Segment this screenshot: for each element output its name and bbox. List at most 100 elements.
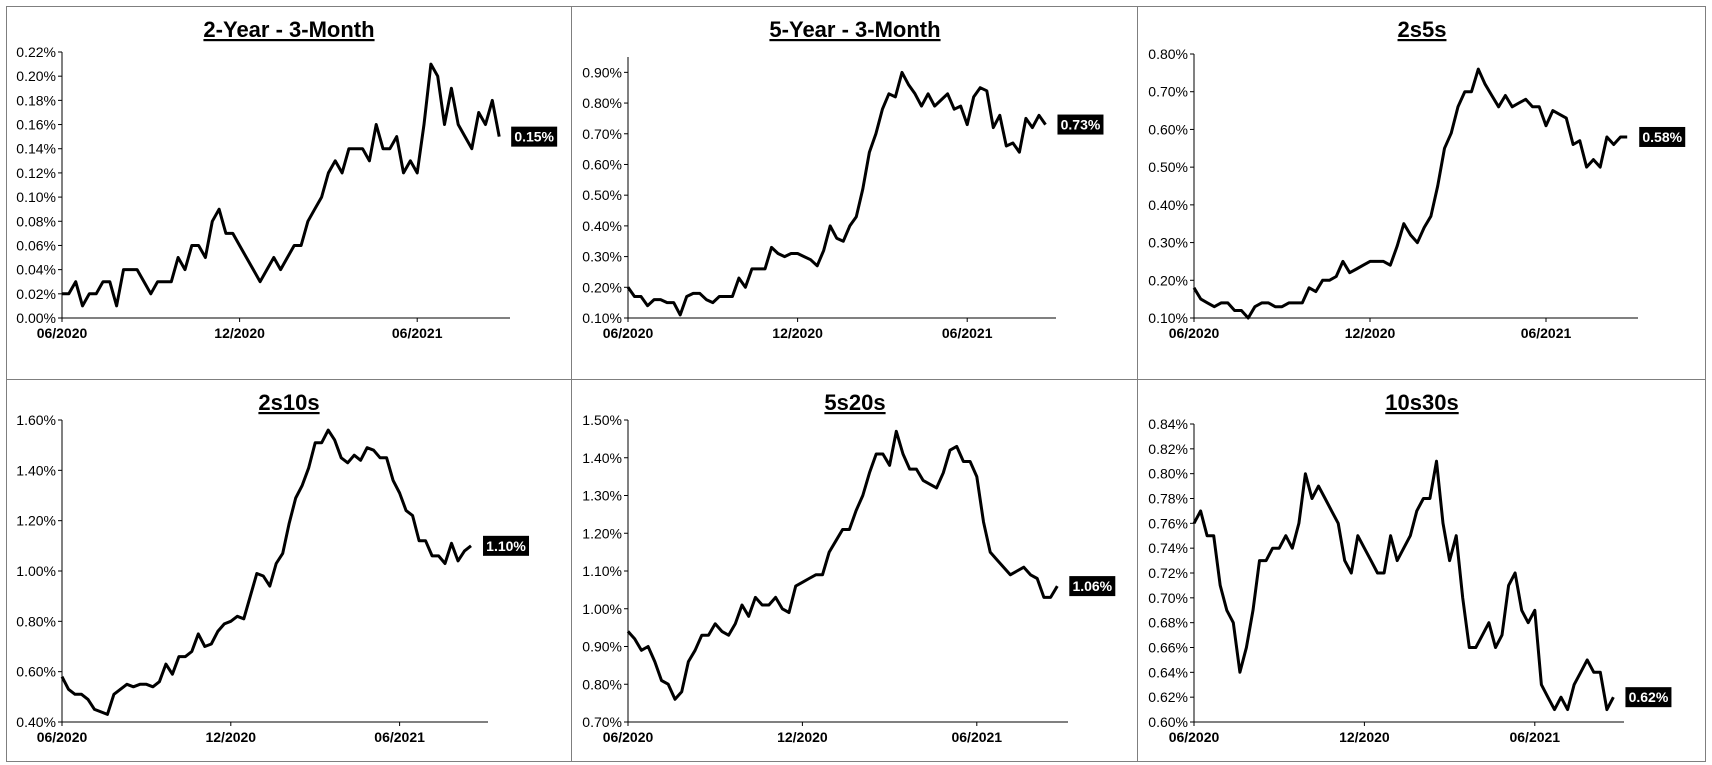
y-tick-label: 0.10% <box>1148 310 1188 326</box>
end-value-box <box>511 126 558 147</box>
y-tick-label: 0.70% <box>1148 84 1188 100</box>
end-value-box <box>1057 114 1104 135</box>
y-tick-label: 0.12% <box>16 165 56 181</box>
y-tick-label: 1.60% <box>16 412 56 428</box>
y-tick-label: 0.60% <box>1148 121 1188 137</box>
y-tick-label: 0.00% <box>16 310 56 326</box>
y-tick-label: 0.50% <box>1148 159 1188 175</box>
chart-title: 10s30s <box>1385 390 1458 415</box>
y-tick-label: 0.20% <box>582 279 622 295</box>
y-tick-label: 0.72% <box>1148 565 1188 581</box>
y-tick-label: 1.20% <box>16 513 56 529</box>
y-tick-label: 0.40% <box>1148 197 1188 213</box>
series-line <box>626 429 1059 701</box>
y-tick-label: 0.74% <box>1148 540 1188 556</box>
y-tick-label: 1.10% <box>582 563 622 579</box>
y-tick-label: 0.68% <box>1148 615 1188 631</box>
end-value-label: 0.15% <box>514 129 554 145</box>
y-tick-label: 1.20% <box>582 525 622 541</box>
y-tick-label: 0.18% <box>16 92 56 108</box>
chart-panel-2: 5-Year - 3-Month 0.10% 0.20% 0.30% 0.40% 0.50… <box>572 6 1138 380</box>
chart-title: 2-Year - 3-Month <box>203 17 374 42</box>
x-tick-label: 06/2020 <box>37 729 88 745</box>
x-tick-label: 06/2021 <box>951 729 1002 745</box>
y-tick-label: 0.50% <box>582 187 622 203</box>
y-tick-label: 0.40% <box>16 714 56 730</box>
chart-panel-6: 10s30s 0.60% 0.62% 0.64% 0.66% 0.68% 0.70% 0.72… <box>1148 390 1672 745</box>
y-tick-label: 0.60% <box>582 156 622 172</box>
series-line <box>60 428 472 716</box>
x-tick-label: 12/2020 <box>1339 729 1390 745</box>
y-tick-label: 0.90% <box>582 639 622 655</box>
y-tick-label: 0.70% <box>1148 590 1188 606</box>
y-tick-label: 0.02% <box>16 286 56 302</box>
y-tick-label: 0.08% <box>16 213 56 229</box>
x-tick-label: 06/2021 <box>392 325 443 341</box>
end-value-box <box>1625 687 1672 708</box>
y-tick-label: 0.16% <box>16 117 56 133</box>
end-value-box <box>1639 126 1686 147</box>
end-value-label: 0.58% <box>1642 129 1682 145</box>
series-line <box>1192 67 1628 320</box>
y-tick-label: 1.00% <box>16 563 56 579</box>
y-tick-label: 0.10% <box>16 189 56 205</box>
series-line <box>1192 459 1615 712</box>
end-value-label: 1.06% <box>1072 578 1112 594</box>
y-tick-label: 0.84% <box>1148 416 1188 432</box>
y-tick-label: 1.50% <box>582 412 622 428</box>
y-tick-label: 0.10% <box>582 310 622 326</box>
y-tick-label: 0.76% <box>1148 515 1188 531</box>
y-tick-label: 0.40% <box>582 218 622 234</box>
chart-panel-3: 2s5s 0.10% 0.20% 0.30% 0.40% 0.50% 0.60% 0.70% 0… <box>1138 17 1706 380</box>
chart-panel-5: 5s20s 0.70% 0.80% 0.90% 1.00% 1.10% 1.20% 1.30%… <box>582 380 1138 762</box>
y-tick-label: 0.80% <box>1148 46 1188 62</box>
y-tick-label: 0.82% <box>1148 441 1188 457</box>
y-tick-label: 0.80% <box>582 95 622 111</box>
x-tick-label: 06/2020 <box>603 729 654 745</box>
x-tick-label: 12/2020 <box>777 729 828 745</box>
y-tick-label: 0.20% <box>1148 272 1188 288</box>
y-tick-label: 1.40% <box>582 450 622 466</box>
x-tick-label: 12/2020 <box>1345 325 1396 341</box>
x-tick-label: 06/2020 <box>603 325 654 341</box>
x-tick-label: 06/2020 <box>1169 729 1220 745</box>
x-tick-label: 06/2021 <box>942 325 993 341</box>
y-tick-label: 1.30% <box>582 488 622 504</box>
y-tick-label: 0.60% <box>1148 714 1188 730</box>
y-tick-label: 0.78% <box>1148 491 1188 507</box>
x-tick-label: 12/2020 <box>214 325 265 341</box>
y-tick-label: 0.80% <box>16 613 56 629</box>
y-tick-label: 0.14% <box>16 141 56 157</box>
y-tick-label: 1.00% <box>582 601 622 617</box>
y-tick-label: 0.20% <box>16 68 56 84</box>
y-tick-label: 0.22% <box>16 44 56 60</box>
chart-title: 2s10s <box>258 390 319 415</box>
end-value-label: 0.62% <box>1629 689 1669 705</box>
y-tick-label: 0.04% <box>16 262 56 278</box>
y-tick-label: 0.62% <box>1148 689 1188 705</box>
end-value-box <box>483 535 530 556</box>
y-tick-label: 0.06% <box>16 237 56 253</box>
x-tick-label: 06/2021 <box>1509 729 1560 745</box>
y-tick-label: 0.90% <box>582 64 622 80</box>
y-tick-label: 0.30% <box>1148 235 1188 251</box>
x-tick-label: 06/2020 <box>37 325 88 341</box>
x-tick-label: 06/2021 <box>1521 325 1572 341</box>
y-tick-label: 0.64% <box>1148 664 1188 680</box>
series-line <box>626 70 1047 317</box>
chart-title: 5-Year - 3-Month <box>769 17 940 42</box>
end-value-label: 1.10% <box>486 538 526 554</box>
y-tick-label: 0.70% <box>582 714 622 730</box>
chart-title: 2s5s <box>1398 17 1447 42</box>
y-tick-label: 0.80% <box>582 676 622 692</box>
chart-panel-4: 2s10s 0.40% 0.60% 0.80% 1.00% 1.20% 1.40% 1.60%… <box>16 380 572 762</box>
y-tick-label: 0.66% <box>1148 640 1188 656</box>
y-tick-label: 0.80% <box>1148 466 1188 482</box>
x-tick-label: 12/2020 <box>205 729 256 745</box>
chart-grid <box>6 6 1706 762</box>
x-tick-label: 06/2020 <box>1169 325 1220 341</box>
series-line <box>62 62 501 308</box>
y-tick-label: 0.70% <box>582 126 622 142</box>
end-value-label: 0.73% <box>1061 117 1101 133</box>
x-tick-label: 12/2020 <box>772 325 823 341</box>
